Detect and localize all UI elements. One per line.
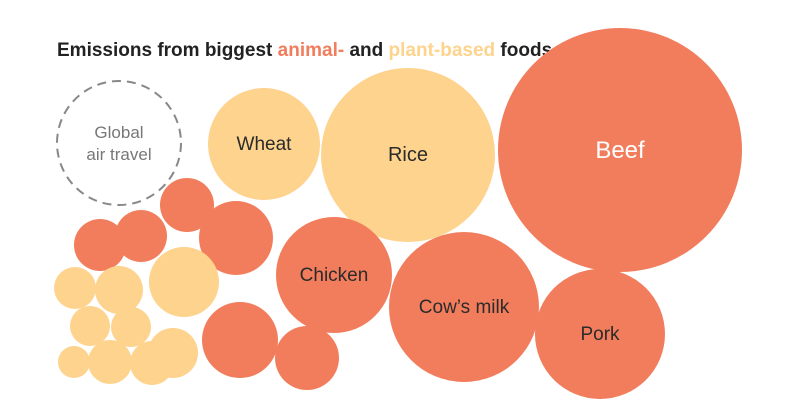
bubble-wheat <box>208 88 320 200</box>
title-animal-keyword: animal- <box>278 40 345 61</box>
bubble-label-line: air travel <box>86 145 151 164</box>
bubble-label-rice: Rice <box>388 144 428 166</box>
bubble-chicken <box>276 217 392 333</box>
bubble-plant-small-3 <box>54 267 96 309</box>
bubble-label-chicken: Chicken <box>300 265 369 286</box>
bubble-global-air-travel <box>56 80 182 206</box>
title-suffix: foods <box>495 40 552 61</box>
bubble-plant-small-7 <box>58 346 90 378</box>
bubble-animal-small-4 <box>199 201 273 275</box>
bubble-animal-small-1 <box>160 178 214 232</box>
bubble-label-line: Chicken <box>300 265 369 286</box>
bubble-label-cows-milk: Cow’s milk <box>419 297 510 318</box>
bubble-animal-small-6 <box>275 326 339 390</box>
bubble-plant-small-2 <box>95 266 143 314</box>
bubble-label-wheat: Wheat <box>237 134 293 155</box>
bubble-label-line: Global <box>94 122 143 141</box>
bubble-animal-small-5 <box>202 302 278 378</box>
bubble-label-line: Beef <box>595 137 645 164</box>
bubble-label-line: Rice <box>388 144 428 166</box>
bubble-animal-small-2 <box>115 210 167 262</box>
title-middle: and <box>344 40 388 61</box>
chart-title: Emissions from biggest animal- and plant… <box>57 40 552 61</box>
bubble-plant-small-5 <box>70 306 110 346</box>
bubble-rice <box>321 68 495 242</box>
bubble-beef <box>498 28 742 272</box>
title-prefix: Emissions from biggest <box>57 40 278 61</box>
bubble-label-line: Wheat <box>237 134 293 155</box>
bubble-label-pork: Pork <box>580 324 620 345</box>
bubble-label-line: Cow’s milk <box>419 297 510 318</box>
bubble-plant-small-1 <box>149 247 219 317</box>
bubble-plant-small-6 <box>88 340 132 384</box>
bubble-cows-milk <box>389 232 539 382</box>
bubble-group: Global air travel Beef Rice Wheat Chicken Cow’… <box>54 28 742 399</box>
bubble-label-global-air-travel: Global air travel <box>86 122 151 163</box>
bubble-label-line: Pork <box>580 324 620 345</box>
bubble-animal-small-3 <box>74 219 126 271</box>
title-plant-keyword: plant-based <box>389 40 496 61</box>
bubble-plant-small-4 <box>111 307 151 347</box>
bubble-pork <box>535 269 665 399</box>
bubble-plant-small-9 <box>148 328 198 378</box>
bubble-label-beef: Beef <box>595 137 645 164</box>
